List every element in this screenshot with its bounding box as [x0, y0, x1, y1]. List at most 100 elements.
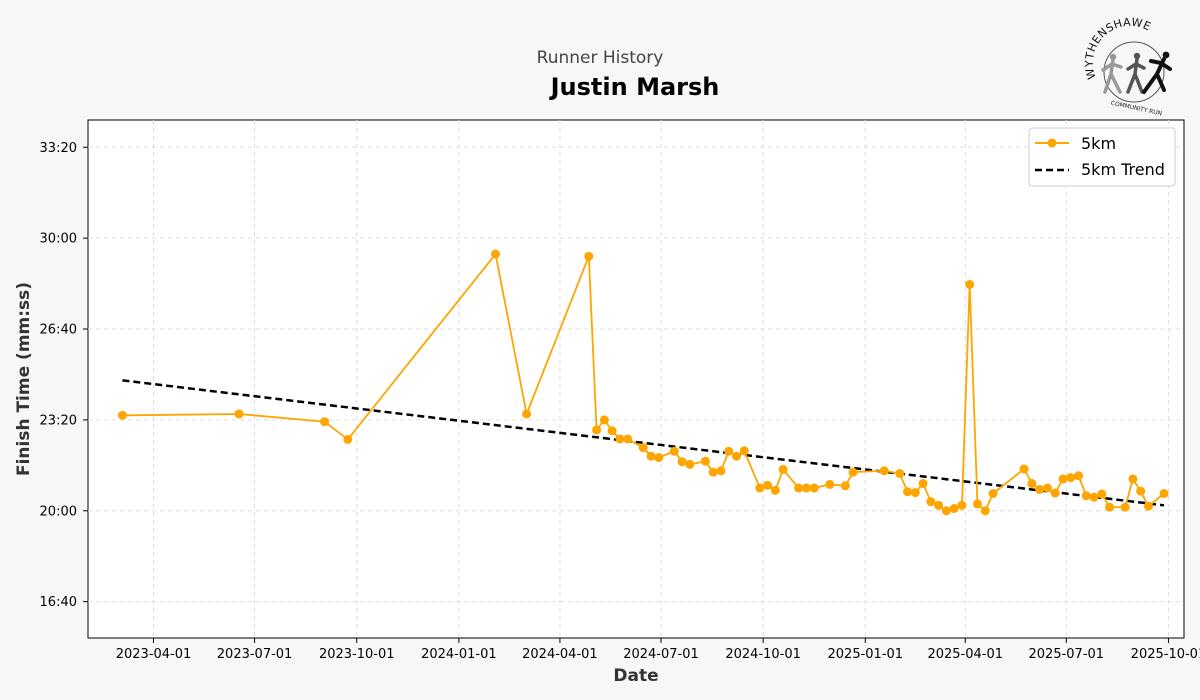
data-point-5km — [677, 457, 687, 467]
data-point-5km — [607, 426, 617, 436]
data-point-5km — [957, 500, 967, 510]
data-point-5km — [848, 467, 858, 477]
runner-silhouette-icon — [1101, 51, 1172, 94]
data-point-5km — [949, 504, 959, 513]
data-point-5km — [770, 485, 780, 495]
data-point-5km — [895, 469, 905, 479]
legend: 5km 5km Trend — [1028, 127, 1176, 187]
x-tick-label: 2025-10-01 — [1131, 647, 1200, 662]
data-point-5km — [1027, 479, 1037, 489]
data-point-5km — [755, 483, 765, 493]
data-point-5km — [879, 466, 889, 476]
data-point-5km — [1074, 471, 1084, 481]
data-point-5km — [910, 488, 920, 498]
data-point-5km — [117, 410, 127, 420]
data-point-5km — [685, 459, 695, 469]
logo-club-name: WYTHENSHAWE — [1083, 16, 1153, 81]
data-point-5km — [638, 443, 648, 453]
data-point-5km — [739, 446, 749, 456]
y-tick-label: 33:20 — [40, 141, 77, 156]
y-tick-label: 23:20 — [40, 413, 77, 428]
x-tick-label: 2024-01-01 — [421, 647, 497, 662]
data-point-5km — [646, 451, 656, 461]
data-point-5km — [491, 249, 501, 259]
data-point-5km — [1050, 488, 1060, 498]
data-point-5km — [1143, 501, 1153, 511]
data-point-5km — [1081, 491, 1091, 501]
data-point-5km — [615, 434, 625, 444]
data-point-5km — [918, 479, 928, 489]
y-axis-ticks: 16:40 20:00 23:20 26:40 30:00 33:20 — [40, 141, 88, 610]
chart-title: Justin Marsh — [549, 73, 720, 101]
data-point-5km — [320, 417, 330, 427]
legend-label-trend: 5km Trend — [1081, 160, 1165, 179]
data-point-5km — [1136, 486, 1146, 496]
x-axis-label: Date — [613, 666, 658, 686]
data-point-5km — [763, 480, 773, 490]
data-point-5km — [1089, 492, 1099, 502]
x-tick-label: 2025-07-01 — [1029, 647, 1105, 662]
data-point-5km — [1128, 474, 1138, 484]
data-point-5km — [941, 506, 951, 516]
data-point-5km — [965, 279, 975, 289]
x-tick-label: 2024-04-01 — [522, 647, 598, 662]
data-point-5km — [592, 425, 602, 435]
x-tick-label: 2024-10-01 — [725, 647, 801, 662]
data-point-5km — [234, 409, 244, 419]
data-point-5km — [809, 483, 819, 493]
y-tick-label: 26:40 — [40, 323, 77, 338]
data-point-5km — [708, 467, 718, 477]
data-point-5km — [654, 453, 664, 463]
data-point-5km — [1097, 489, 1107, 499]
data-point-5km — [669, 446, 679, 456]
data-point-5km — [903, 487, 913, 497]
y-axis-label: Finish Time (mm:ss) — [14, 282, 34, 476]
trend-line — [122, 379, 1165, 507]
data-point-5km — [988, 489, 998, 499]
data-point-5km — [1035, 484, 1045, 494]
trend-layer — [122, 379, 1165, 507]
x-tick-label: 2024-07-01 — [623, 647, 699, 662]
data-point-5km — [584, 251, 594, 261]
y-tick-label: 30:00 — [40, 232, 77, 247]
data-point-5km — [716, 466, 726, 476]
data-point-5km — [599, 415, 609, 425]
x-tick-label: 2023-07-01 — [217, 647, 293, 662]
data-point-5km — [1120, 502, 1130, 512]
legend-marker-5km — [1047, 138, 1057, 148]
data-point-5km — [801, 483, 811, 493]
series-layer — [117, 249, 1169, 516]
grid-lines — [88, 120, 1184, 638]
data-point-5km — [522, 409, 532, 419]
y-tick-label: 20:00 — [40, 504, 77, 519]
data-point-5km — [1105, 502, 1115, 512]
data-point-5km — [623, 434, 633, 444]
data-point-5km — [934, 500, 944, 510]
data-point-5km — [794, 483, 804, 493]
x-tick-label: 2023-10-01 — [319, 647, 395, 662]
data-point-5km — [972, 499, 982, 509]
data-point-5km — [731, 451, 741, 461]
data-point-5km — [778, 464, 788, 474]
data-point-5km — [700, 456, 710, 466]
data-point-5km — [926, 497, 936, 507]
data-point-5km — [1042, 483, 1052, 493]
x-tick-label: 2025-01-01 — [828, 647, 904, 662]
svg-text:WYTHENSHAWE: WYTHENSHAWE — [1083, 16, 1153, 81]
data-point-5km — [1058, 474, 1068, 484]
y-tick-label: 16:40 — [40, 595, 77, 610]
data-point-5km — [1066, 473, 1076, 483]
data-point-5km — [980, 506, 990, 516]
data-point-5km — [724, 446, 734, 456]
legend-label-5km: 5km — [1081, 134, 1116, 153]
club-logo: WYTHENSHAWE COMMUNITY RUN — [1083, 16, 1172, 117]
data-point-5km — [1019, 464, 1029, 474]
data-point-5km — [840, 481, 850, 491]
x-axis-ticks: 2023-04-01 2023-07-01 2023-10-01 2024-01-01… — [116, 638, 1200, 662]
x-tick-label: 2025-04-01 — [927, 647, 1003, 662]
plot-area — [87, 119, 1185, 639]
x-tick-label: 2023-04-01 — [116, 647, 192, 662]
data-point-5km — [1159, 489, 1169, 499]
data-point-5km — [343, 434, 353, 444]
